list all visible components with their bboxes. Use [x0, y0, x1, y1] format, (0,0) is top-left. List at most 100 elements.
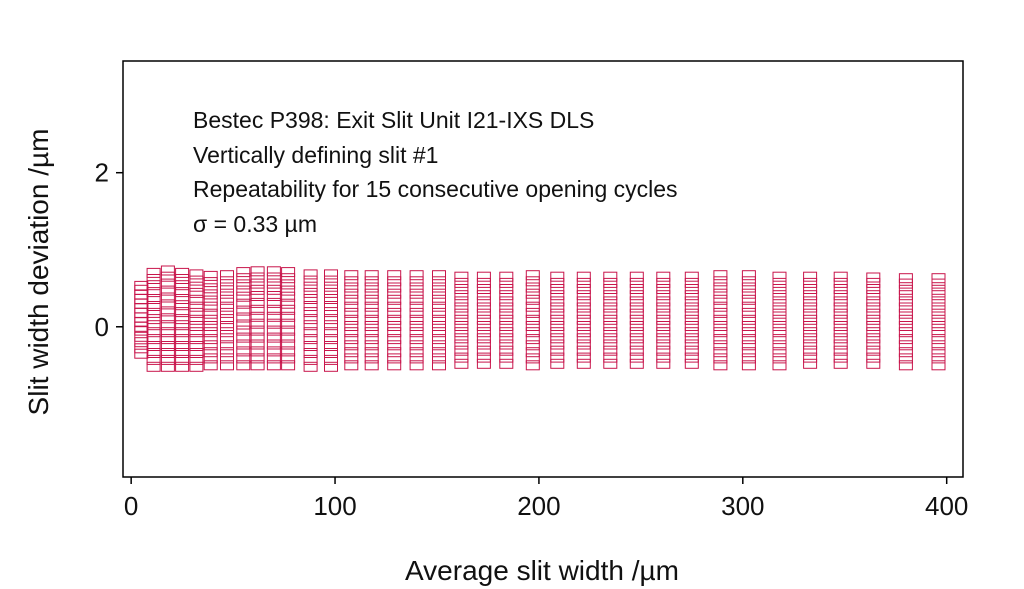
data-point-marker	[250, 291, 265, 301]
data-point-marker	[146, 267, 161, 278]
data-point-marker	[303, 327, 318, 338]
data-point-marker	[476, 302, 491, 313]
data-point-marker	[364, 360, 379, 371]
data-point-marker	[324, 341, 338, 351]
data-point-marker	[454, 321, 469, 331]
data-point-marker	[432, 301, 446, 312]
data-point-marker	[803, 296, 818, 307]
data-point-marker	[499, 296, 514, 307]
data-point-marker	[741, 314, 756, 325]
data-point-marker	[550, 327, 565, 338]
data-point-marker	[175, 274, 190, 284]
data-point-marker	[454, 345, 469, 356]
data-point-marker	[713, 353, 728, 364]
data-point-marker	[344, 314, 359, 325]
data-point-marker	[499, 271, 514, 282]
data-point-marker	[250, 304, 265, 315]
data-point-marker	[432, 321, 446, 331]
data-point-marker	[629, 339, 644, 350]
data-point-marker	[772, 314, 787, 325]
data-point-marker	[409, 294, 424, 305]
data-point-marker	[931, 327, 946, 338]
data-point-marker	[432, 314, 446, 325]
data-point-marker	[203, 289, 218, 300]
data-point-marker	[629, 333, 644, 344]
data-point-marker	[454, 284, 469, 294]
data-point-marker	[550, 296, 565, 307]
data-point-marker	[432, 307, 446, 318]
data-point-marker	[220, 276, 234, 287]
data-point-marker	[250, 266, 265, 277]
plot-frame	[122, 60, 964, 478]
data-points	[134, 265, 946, 372]
data-point-marker	[576, 284, 591, 294]
data-point-marker	[134, 280, 149, 291]
data-point-marker	[236, 285, 251, 296]
data-point-marker	[866, 321, 881, 331]
data-point-marker	[931, 290, 946, 301]
data-point-marker	[236, 305, 251, 316]
data-point-marker	[476, 339, 491, 350]
data-point-marker	[499, 314, 514, 325]
data-point-marker	[303, 287, 318, 298]
data-point-marker	[266, 297, 281, 308]
data-point-marker	[387, 360, 402, 371]
data-point-marker	[324, 275, 338, 286]
data-point-marker	[203, 314, 218, 325]
data-point-marker	[160, 341, 175, 351]
data-point-marker	[250, 339, 265, 350]
data-point-marker	[387, 288, 402, 299]
data-point-marker	[160, 361, 175, 372]
data-point-marker	[175, 327, 190, 338]
data-point-marker	[833, 290, 848, 301]
data-point-marker	[898, 321, 913, 331]
data-point-marker	[303, 348, 318, 358]
data-point-marker	[266, 353, 281, 364]
annotation-line: Bestec P398: Exit Slit Unit I21-IXS DLS	[193, 107, 594, 133]
data-point-marker	[344, 288, 359, 299]
data-point-marker	[160, 327, 175, 338]
data-point-marker	[220, 347, 234, 358]
data-point-marker	[160, 313, 175, 324]
data-point-marker	[203, 334, 218, 345]
data-point-marker	[175, 341, 190, 351]
data-point-marker	[684, 339, 699, 350]
data-point-marker	[772, 334, 787, 345]
data-point-marker	[266, 304, 281, 315]
data-point-marker	[898, 340, 913, 351]
data-point-marker	[203, 327, 218, 338]
data-point-marker	[803, 290, 818, 301]
data-point-marker	[220, 301, 234, 312]
data-point-marker	[189, 354, 204, 365]
data-point-marker	[146, 307, 161, 318]
data-point-marker	[454, 339, 469, 350]
data-point-marker	[250, 284, 265, 295]
data-point-marker	[236, 273, 251, 284]
data-point-marker	[175, 287, 190, 298]
data-point-marker	[741, 307, 756, 318]
data-point-marker	[833, 271, 848, 282]
data-point-marker	[250, 297, 265, 308]
data-point-marker	[713, 282, 728, 293]
data-point-marker	[803, 277, 818, 288]
data-point-marker	[409, 340, 424, 351]
data-point-marker	[525, 282, 540, 293]
data-point-marker	[281, 360, 296, 371]
data-point-marker	[803, 352, 818, 363]
data-point-marker	[160, 348, 175, 358]
data-point-marker	[454, 271, 469, 282]
data-point-marker	[146, 314, 161, 325]
data-point-marker	[741, 353, 756, 364]
data-point-marker	[387, 294, 402, 305]
data-point-marker	[603, 302, 618, 313]
data-point-marker	[898, 334, 913, 345]
data-point-marker	[741, 276, 756, 287]
data-point-marker	[175, 334, 190, 345]
data-point-marker	[189, 287, 204, 298]
data-point-marker	[409, 307, 424, 318]
x-tick-label: 200	[517, 491, 560, 521]
data-point-marker	[409, 270, 424, 281]
data-point-marker	[189, 321, 204, 331]
data-point-marker	[250, 346, 265, 357]
data-point-marker	[476, 358, 491, 369]
